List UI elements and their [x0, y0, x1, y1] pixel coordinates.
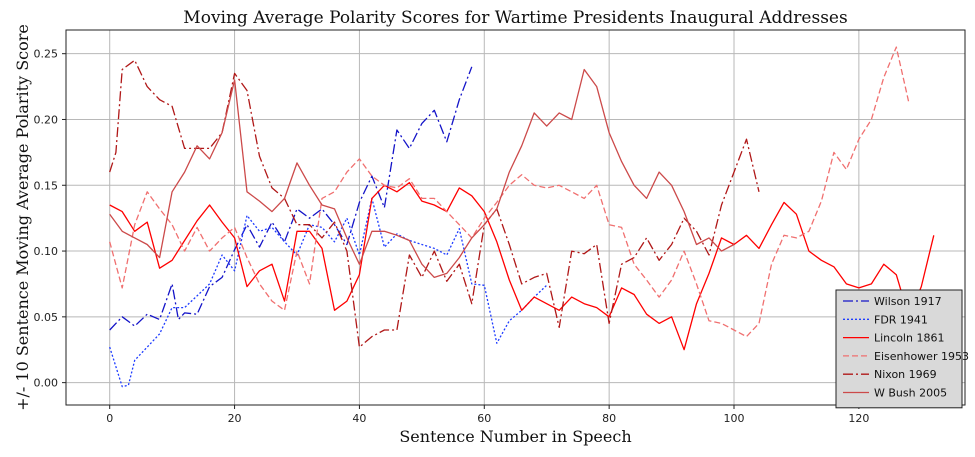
x-tick-label: 60: [477, 412, 491, 425]
series-line: [109, 197, 548, 388]
x-tick-label: 80: [602, 412, 616, 425]
x-axis-label: Sentence Number in Speech: [399, 427, 631, 446]
plot-frame: [65, 29, 966, 406]
chart-title: Moving Average Polarity Scores for Warti…: [183, 8, 847, 28]
legend-box: [835, 289, 963, 409]
grid-lines: [66, 30, 965, 405]
y-tick-label: 0.05: [34, 311, 59, 324]
legend-label: W Bush 2005: [874, 387, 947, 400]
y-tick-label: 0.00: [34, 377, 59, 390]
y-axis-label: +/- 10 Sentence Moving Average Polarity …: [13, 24, 32, 411]
legend-label: Wilson 1917: [874, 295, 942, 308]
x-tick-label: 20: [228, 412, 242, 425]
series-line: [109, 181, 935, 351]
legend-label: Nixon 1969: [874, 368, 937, 381]
series-lines: [109, 46, 935, 388]
series-line: [109, 66, 473, 331]
series-line: [109, 59, 760, 348]
x-tick-label: 120: [848, 412, 869, 425]
legend: Wilson 1917 FDR 1941 Lincoln 1861 Eisenhowe…: [835, 289, 969, 409]
series-line: [109, 46, 910, 338]
axis-ticks: 0 20 40 60 80 100 120 0.00 0.05 0.10 0.15 0.20 0.25: [34, 48, 870, 425]
legend-label: FDR 1941: [874, 313, 928, 326]
y-tick-label: 0.10: [34, 245, 59, 258]
y-tick-label: 0.20: [34, 113, 59, 126]
x-tick-label: 100: [724, 412, 745, 425]
y-tick-label: 0.15: [34, 179, 59, 192]
legend-label: Eisenhower 1953: [874, 350, 969, 363]
y-tick-label: 0.25: [34, 48, 59, 61]
x-tick-label: 40: [352, 412, 366, 425]
legend-label: Lincoln 1861: [874, 332, 944, 345]
series-line: [109, 68, 735, 279]
x-tick-label: 0: [106, 412, 113, 425]
